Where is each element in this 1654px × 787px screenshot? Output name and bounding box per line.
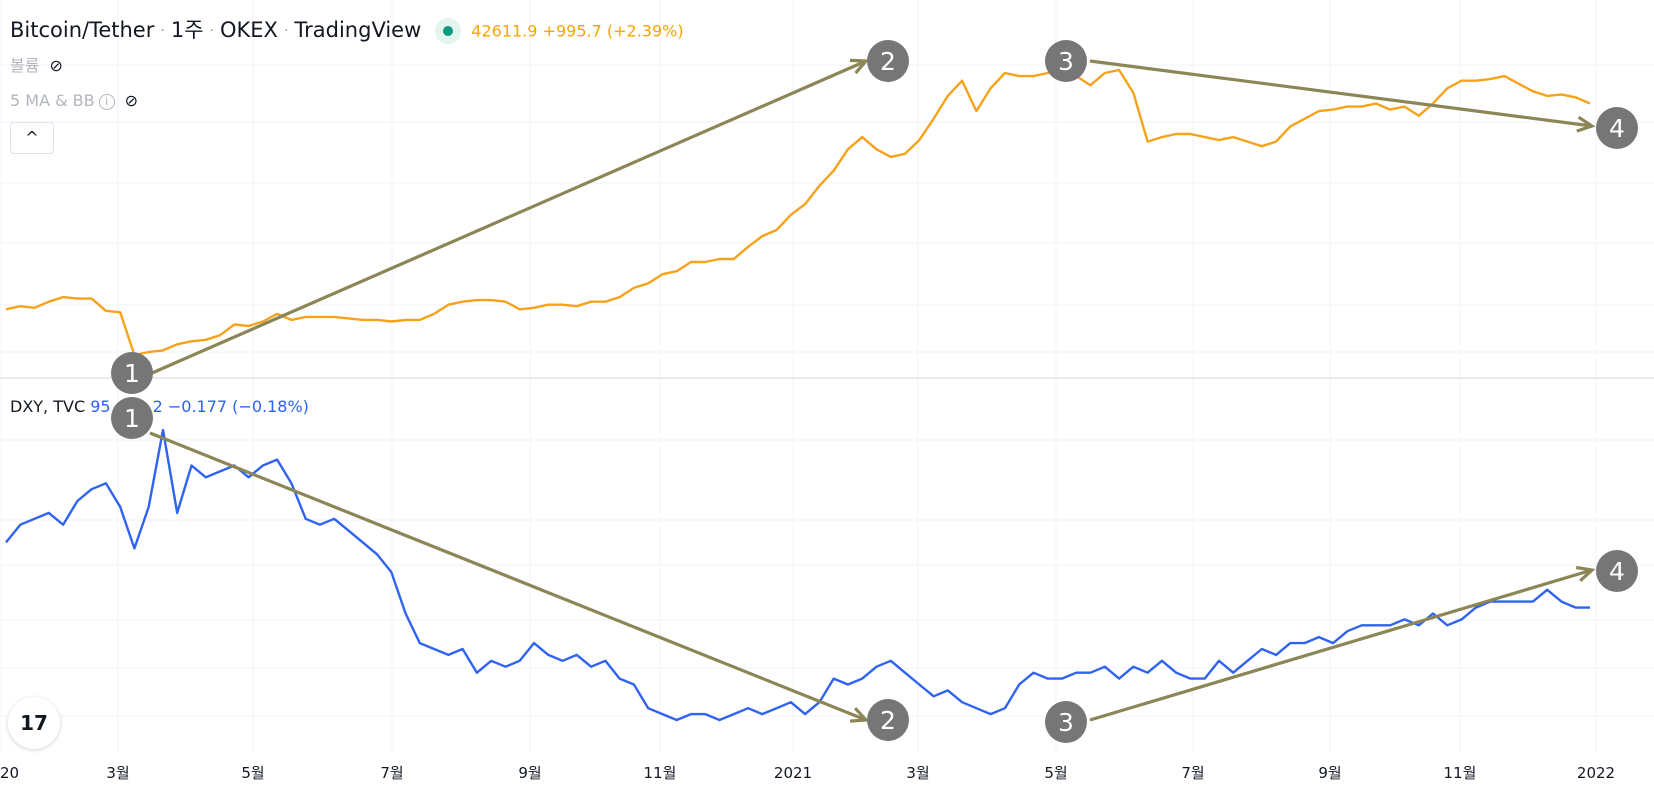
dxy-value-tail: 2 (152, 397, 163, 416)
arrow-btc-1-2 (151, 59, 867, 375)
separator-dot: · (283, 23, 289, 39)
tradingview-logo[interactable]: 17 (8, 697, 60, 749)
x-tick-label: 9월 (1318, 764, 1341, 782)
btc-series-group (5, 68, 1591, 357)
arrow-btc-3-4 (1089, 59, 1593, 128)
x-tick-label: 2022 (1577, 764, 1615, 782)
x-tick-label: 9월 (518, 764, 541, 782)
marker-3-circle (1045, 701, 1087, 743)
x-tick-label: 5월 (1044, 764, 1067, 782)
grid-lines (0, 0, 1654, 752)
dxy-change: −0.177 (167, 397, 228, 416)
dxy-line (5, 428, 1590, 722)
btc-line (5, 68, 1591, 357)
volume-indicator-row[interactable]: 볼륨 ⊘ (10, 52, 63, 76)
marker-3-label: 3 (1058, 708, 1074, 737)
marker-1-circle (111, 397, 153, 439)
marker-4-label: 4 (1609, 557, 1625, 586)
collapse-button[interactable]: ^ (10, 122, 54, 154)
marker-1-label: 1 (124, 359, 140, 388)
dxy-value: 95 2 −0.177 (−0.18%) (90, 397, 309, 416)
dxy-legend: DXY, TVC 95 2 −0.177 (−0.18%) (10, 397, 309, 416)
x-tick-label: 3월 (906, 764, 929, 782)
marker-2-circle (867, 40, 909, 82)
separator-dot: · (209, 23, 214, 39)
last-price: 42611.9 (471, 21, 538, 41)
dxy-change-pct: (−0.18%) (232, 397, 309, 416)
exchange-label: OKEX (219, 18, 278, 42)
trend-arrows (149, 58, 1596, 723)
marker-4-circle (1596, 550, 1638, 592)
x-tick-label: 11월 (1444, 764, 1477, 782)
x-tick-label: 20 (0, 764, 19, 782)
price-change: +995.7 (542, 21, 602, 41)
x-tick-label: 2021 (774, 764, 812, 782)
arrow-dxy-3-4 (1089, 568, 1593, 722)
price-change-pct: (+2.39%) (606, 21, 684, 41)
x-tick-label: 7월 (1181, 764, 1204, 782)
x-tick-label: 11월 (644, 764, 677, 782)
ma-bb-indicator-row[interactable]: 5 MA & BB i ⊘ (10, 91, 138, 110)
eye-hidden-icon[interactable]: ⊘ (49, 56, 63, 75)
info-icon[interactable]: i (98, 93, 115, 110)
chart-title: Bitcoin/Tether · 1주 · OKEX · TradingView 42611.… (10, 14, 684, 44)
marker-1-circle (111, 352, 153, 394)
source-label: TradingView (294, 18, 422, 42)
arrow-dxy-3-4-head (1575, 565, 1596, 582)
ma-bb-label: 5 MA & BB (10, 91, 95, 110)
x-axis-ticks: 20 3월 5월 7월 9월 11월 2021 3월 5월 7월 9월 11월 2022 (0, 764, 1615, 782)
marker-3-circle (1045, 40, 1087, 82)
symbol-name[interactable]: Bitcoin/Tether (10, 18, 155, 42)
interval-label[interactable]: 1주 (170, 18, 204, 42)
marker-3-label: 3 (1058, 47, 1074, 76)
marker-4-circle (1596, 107, 1638, 149)
marker-2-label: 2 (880, 47, 896, 76)
marker-4-label: 4 (1609, 114, 1625, 143)
arrow-dxy-1-2-head (849, 707, 870, 723)
arrow-btc-1-2-head (849, 58, 870, 75)
dxy-series-group (5, 428, 1590, 722)
x-tick-label: 7월 (380, 764, 403, 782)
price-readout: 42611.9 +995.7 (+2.39%) (471, 22, 683, 41)
x-tick-label: 3월 (106, 764, 129, 782)
marker-1-label: 1 (124, 404, 140, 433)
dxy-symbol[interactable]: DXY, TVC (10, 397, 86, 416)
separator-dot: · (160, 23, 165, 39)
marker-2-circle (867, 699, 909, 741)
arrow-dxy-1-2 (149, 431, 867, 722)
dxy-value-partial: 95 (90, 397, 111, 416)
marker-2-label: 2 (880, 706, 896, 735)
volume-label: 볼륨 (10, 56, 40, 75)
eye-hidden-icon[interactable]: ⊘ (124, 91, 139, 110)
x-tick-label: 5월 (241, 764, 264, 782)
arrow-btc-3-4-head (1576, 115, 1596, 133)
market-status-icon[interactable] (435, 18, 462, 44)
